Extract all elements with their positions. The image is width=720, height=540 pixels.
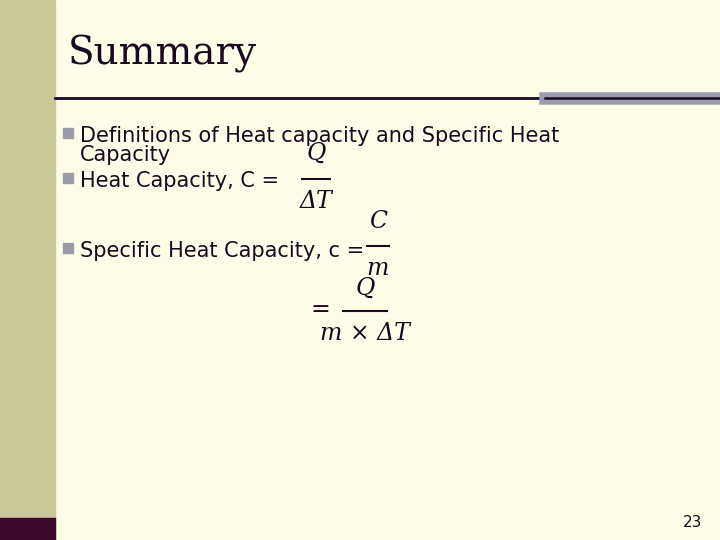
- Text: Capacity: Capacity: [80, 145, 171, 165]
- Text: m: m: [366, 257, 390, 280]
- Text: Q: Q: [306, 142, 325, 165]
- Bar: [63, 173, 73, 183]
- Bar: [63, 128, 73, 138]
- Bar: [63, 243, 73, 253]
- Text: ΔT: ΔT: [300, 190, 333, 213]
- Bar: [0, 0, 55, 540]
- Text: m × ΔT: m × ΔT: [320, 322, 410, 345]
- Text: Q: Q: [355, 277, 374, 300]
- Text: 23: 23: [683, 515, 702, 530]
- Text: Summary: Summary: [68, 35, 257, 73]
- Text: Heat Capacity, C =: Heat Capacity, C =: [80, 171, 279, 191]
- Text: Specific Heat Capacity, c =: Specific Heat Capacity, c =: [80, 241, 364, 261]
- Text: C: C: [369, 210, 387, 233]
- Text: =: =: [310, 299, 330, 321]
- Bar: [0, 518, 55, 540]
- Text: Definitions of Heat capacity and Specific Heat: Definitions of Heat capacity and Specifi…: [80, 126, 559, 146]
